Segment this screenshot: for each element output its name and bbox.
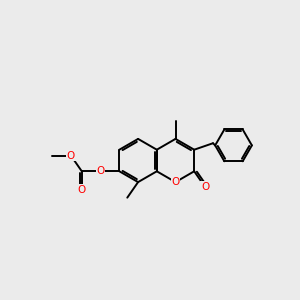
Text: O: O [78,185,86,195]
Text: O: O [201,182,209,192]
Text: O: O [171,177,180,187]
Text: O: O [97,166,105,176]
Text: O: O [67,151,75,161]
